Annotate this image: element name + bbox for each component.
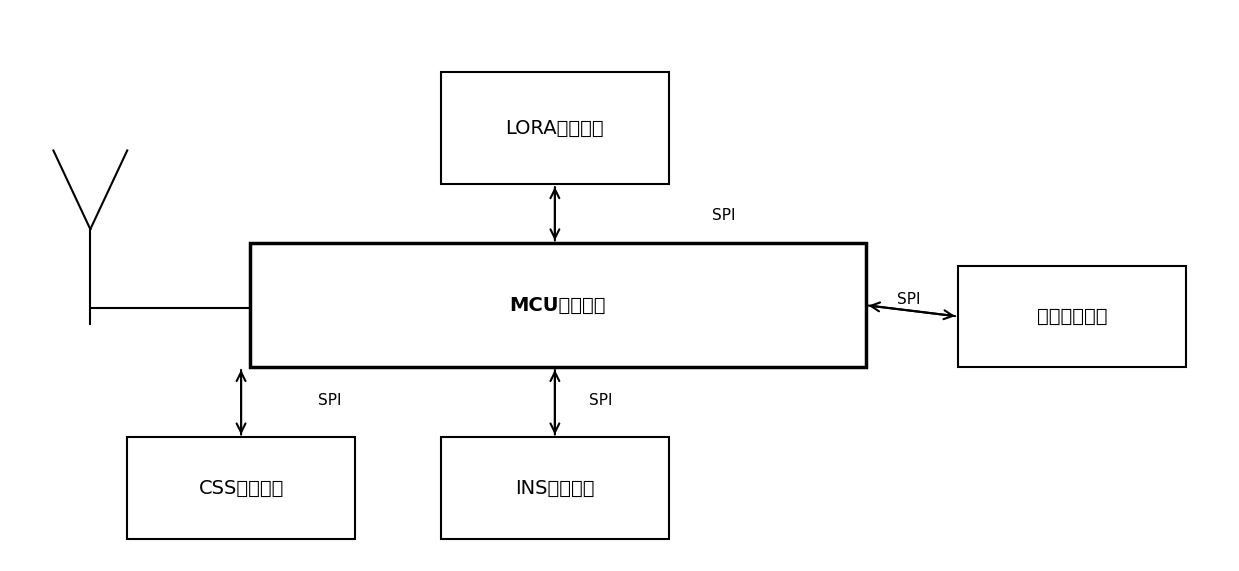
Bar	[250, 243, 866, 367]
Text: INS惯导模块: INS惯导模块	[515, 478, 595, 497]
Text: LORA通信模块: LORA通信模块	[506, 118, 605, 138]
Bar	[958, 266, 1186, 367]
Bar	[128, 437, 354, 538]
Text: SPI: SPI	[711, 208, 735, 223]
Bar	[441, 437, 669, 538]
Text: MCU控制模块: MCU控制模块	[509, 296, 606, 315]
Text: SPI: SPI	[318, 393, 342, 408]
Text: CSS射频模块: CSS射频模块	[198, 478, 284, 497]
Text: 气压测高模块: 气压测高模块	[1037, 307, 1106, 326]
Text: SPI: SPI	[589, 393, 612, 408]
Text: SPI: SPI	[897, 292, 921, 307]
Bar	[441, 72, 669, 184]
